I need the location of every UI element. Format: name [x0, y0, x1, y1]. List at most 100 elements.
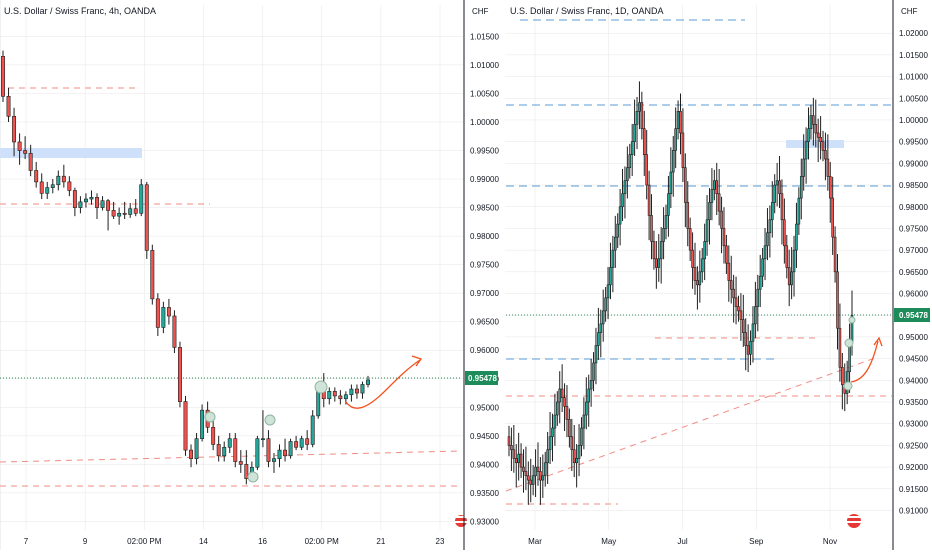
candle-body [100, 200, 105, 208]
candle-body [628, 154, 632, 169]
candle-body [642, 128, 646, 155]
candle-body [833, 236, 837, 273]
candle-body [539, 471, 542, 481]
candle-body [565, 406, 569, 420]
candle-body [725, 245, 728, 264]
x-tick-label: 14 [199, 537, 208, 546]
candle-body [655, 258, 658, 268]
candle-body [630, 141, 634, 155]
candle-body [754, 306, 757, 325]
candle-body [517, 453, 520, 464]
candle-body [761, 258, 764, 277]
marker-circle [844, 338, 854, 348]
candle-body [50, 184, 55, 188]
candle-body [568, 419, 571, 438]
candle-body [594, 345, 598, 364]
candle-body [623, 180, 627, 195]
candle-body [183, 401, 188, 451]
candle-body [812, 115, 815, 125]
candle-body [106, 200, 111, 211]
candle-body [828, 176, 832, 199]
candle-body [67, 181, 72, 191]
y-tick-label: 1.02000 [899, 29, 928, 38]
candle-body [742, 319, 745, 333]
candle-body [831, 197, 834, 238]
candle-body [797, 197, 801, 225]
candle-body [667, 193, 670, 216]
x-tick-label: 9 [83, 537, 88, 546]
candle-body [657, 258, 661, 268]
candle-body [28, 153, 33, 171]
candle-body [288, 441, 293, 457]
candle-body [543, 462, 547, 477]
candle-body [836, 271, 839, 329]
candle-body [166, 307, 171, 317]
candle-body [144, 184, 149, 251]
candle-body [178, 347, 182, 402]
y-tick-label: 1.00000 [470, 118, 499, 127]
marker-circle [848, 316, 856, 324]
marker-circle [314, 380, 328, 394]
candle-body [531, 475, 535, 485]
y-tick-label: 0.99000 [899, 159, 928, 168]
candle-body [524, 471, 528, 477]
candle-body [744, 332, 748, 346]
candle-body [17, 141, 22, 151]
x-tick-label: Sep [749, 537, 764, 546]
candle-body [652, 241, 656, 260]
candle-body [78, 201, 83, 208]
candle-body [597, 332, 600, 346]
candle-body [587, 388, 591, 403]
candle-body [802, 158, 805, 177]
candle-body [56, 175, 61, 186]
candle-body [763, 245, 767, 260]
candle-body [638, 102, 641, 112]
candle-body [558, 388, 562, 403]
candle-body [679, 111, 682, 134]
candle-body [343, 394, 348, 400]
candle-body [816, 132, 820, 138]
candle-body [819, 137, 822, 142]
candle-body [650, 215, 653, 242]
candle-body [783, 219, 786, 247]
candle-body [216, 444, 221, 457]
y-tick-label: 0.91000 [899, 506, 928, 515]
candle-body [514, 458, 518, 464]
candle-body [527, 475, 530, 481]
candle-body [669, 171, 673, 195]
candle-body [824, 150, 827, 160]
candle-body [133, 208, 138, 214]
candle-body [255, 438, 260, 468]
candle-body [39, 181, 44, 194]
candle-body [277, 449, 282, 459]
marker-circle [264, 414, 276, 426]
candle-body [244, 464, 249, 479]
marker-circles-4h [204, 380, 328, 483]
candle-body [211, 426, 216, 445]
candle-body [601, 310, 605, 325]
resistance-zone-4h [0, 148, 142, 158]
candle-body [713, 180, 716, 190]
y-tick-label: 0.95000 [899, 333, 928, 342]
candle-body [645, 154, 648, 186]
y-tick-label: 1.01500 [899, 51, 928, 60]
candle-body [238, 461, 243, 465]
marker-circles-1d [843, 316, 856, 391]
y-tick-label: 0.98500 [899, 181, 928, 190]
candle-body [150, 250, 155, 300]
y-tick-label: 0.93000 [470, 517, 499, 526]
candle-body [737, 306, 740, 312]
right-price-axis[interactable]: CHF 1.02000 1.01500 1.01000 1.00500 1.00000 0… [892, 0, 930, 550]
y-tick-label: 0.97500 [899, 224, 928, 233]
x-tick-label: Jul [677, 537, 687, 546]
candle-body [838, 327, 842, 368]
candle-body [626, 167, 629, 182]
candle-body [589, 380, 593, 390]
candle-body [332, 391, 337, 397]
left-price-axis[interactable]: CHF 1.01500 1.01000 1.00500 1.00000 0.99500 0… [463, 0, 499, 550]
last-price-label-4h: 0.95478 [468, 374, 497, 383]
candle-body [727, 262, 731, 281]
candle-body [809, 115, 813, 129]
candle-body [45, 187, 50, 194]
